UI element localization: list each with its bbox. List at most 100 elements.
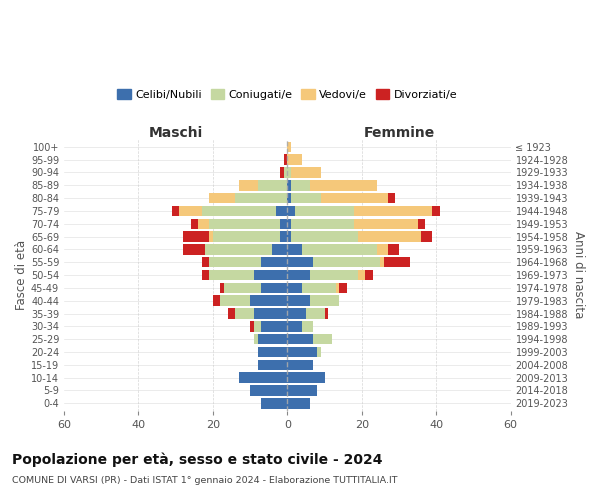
Y-axis label: Anni di nascita: Anni di nascita: [572, 232, 585, 318]
Bar: [287, 321, 302, 332]
Bar: [183, 232, 209, 242]
Legend: Celibi/Nubili, Coniugati/e, Vedovi/e, Divorziati/e: Celibi/Nubili, Coniugati/e, Vedovi/e, Di…: [113, 85, 462, 104]
Bar: [287, 308, 306, 319]
Bar: [280, 218, 287, 229]
Bar: [287, 180, 291, 190]
Bar: [317, 346, 321, 357]
Text: Popolazione per età, sesso e stato civile - 2024: Popolazione per età, sesso e stato civil…: [12, 452, 383, 467]
Bar: [280, 167, 284, 177]
Bar: [287, 142, 291, 152]
Bar: [272, 244, 287, 254]
Bar: [220, 296, 250, 306]
Bar: [209, 270, 254, 280]
Bar: [358, 232, 421, 242]
Bar: [257, 346, 287, 357]
Bar: [287, 360, 313, 370]
Bar: [287, 206, 295, 216]
Bar: [287, 218, 291, 229]
Bar: [287, 346, 317, 357]
Bar: [261, 398, 287, 408]
Bar: [202, 270, 209, 280]
Bar: [291, 180, 310, 190]
Bar: [302, 282, 335, 293]
Bar: [354, 218, 418, 229]
Bar: [287, 296, 310, 306]
Bar: [280, 232, 287, 242]
Bar: [254, 321, 261, 332]
Bar: [209, 193, 235, 203]
Bar: [321, 193, 388, 203]
Bar: [287, 372, 325, 383]
Bar: [213, 296, 220, 306]
Bar: [384, 257, 410, 268]
Bar: [276, 206, 287, 216]
Bar: [287, 270, 310, 280]
Bar: [172, 206, 179, 216]
Bar: [250, 296, 287, 306]
Bar: [257, 334, 287, 344]
Bar: [354, 206, 433, 216]
Bar: [220, 282, 224, 293]
Bar: [284, 154, 287, 165]
Bar: [209, 218, 280, 229]
Bar: [191, 218, 198, 229]
Bar: [302, 244, 377, 254]
Bar: [365, 270, 373, 280]
Bar: [261, 321, 287, 332]
Bar: [239, 372, 287, 383]
Bar: [254, 270, 287, 280]
Bar: [287, 257, 313, 268]
Bar: [250, 321, 254, 332]
Bar: [291, 232, 358, 242]
Bar: [291, 193, 321, 203]
Bar: [209, 232, 213, 242]
Bar: [257, 360, 287, 370]
Bar: [287, 398, 310, 408]
Bar: [306, 308, 325, 319]
Bar: [261, 282, 287, 293]
Bar: [287, 385, 317, 396]
Bar: [418, 218, 425, 229]
Bar: [284, 167, 287, 177]
Bar: [228, 308, 235, 319]
Bar: [313, 334, 332, 344]
Bar: [235, 308, 254, 319]
Bar: [358, 270, 365, 280]
Bar: [380, 257, 384, 268]
Bar: [287, 167, 291, 177]
Bar: [287, 282, 302, 293]
Bar: [287, 232, 291, 242]
Bar: [291, 218, 354, 229]
Bar: [254, 308, 287, 319]
Bar: [388, 244, 399, 254]
Bar: [377, 244, 388, 254]
Bar: [287, 244, 302, 254]
Bar: [209, 257, 261, 268]
Bar: [310, 296, 340, 306]
Bar: [235, 193, 287, 203]
Bar: [302, 321, 313, 332]
Bar: [291, 167, 321, 177]
Bar: [254, 334, 257, 344]
Bar: [205, 244, 272, 254]
Bar: [261, 257, 287, 268]
Bar: [257, 180, 287, 190]
Bar: [224, 282, 261, 293]
Bar: [239, 180, 257, 190]
Y-axis label: Fasce di età: Fasce di età: [15, 240, 28, 310]
Bar: [313, 257, 380, 268]
Bar: [250, 385, 287, 396]
Bar: [198, 218, 209, 229]
Bar: [325, 308, 328, 319]
Bar: [340, 282, 347, 293]
Bar: [310, 270, 358, 280]
Bar: [295, 206, 354, 216]
Bar: [179, 206, 202, 216]
Text: COMUNE DI VARSI (PR) - Dati ISTAT 1° gennaio 2024 - Elaborazione TUTTITALIA.IT: COMUNE DI VARSI (PR) - Dati ISTAT 1° gen…: [12, 476, 398, 485]
Bar: [388, 193, 395, 203]
Bar: [183, 244, 205, 254]
Bar: [335, 282, 340, 293]
Bar: [433, 206, 440, 216]
Bar: [202, 206, 276, 216]
Bar: [421, 232, 433, 242]
